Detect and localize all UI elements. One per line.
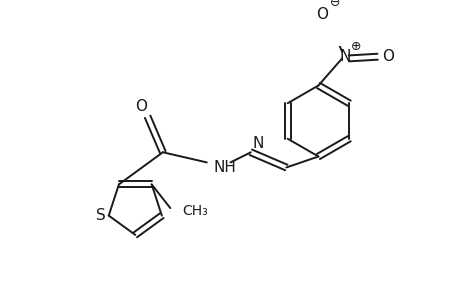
Text: ⊖: ⊖ [330, 0, 340, 9]
Text: CH₃: CH₃ [182, 205, 207, 218]
Text: O: O [381, 49, 393, 64]
Text: NH: NH [213, 160, 236, 175]
Text: N: N [252, 136, 263, 151]
Text: S: S [96, 208, 106, 223]
Text: ⊕: ⊕ [350, 40, 360, 53]
Text: O: O [315, 7, 327, 22]
Text: N: N [339, 49, 350, 64]
Text: O: O [134, 99, 146, 114]
